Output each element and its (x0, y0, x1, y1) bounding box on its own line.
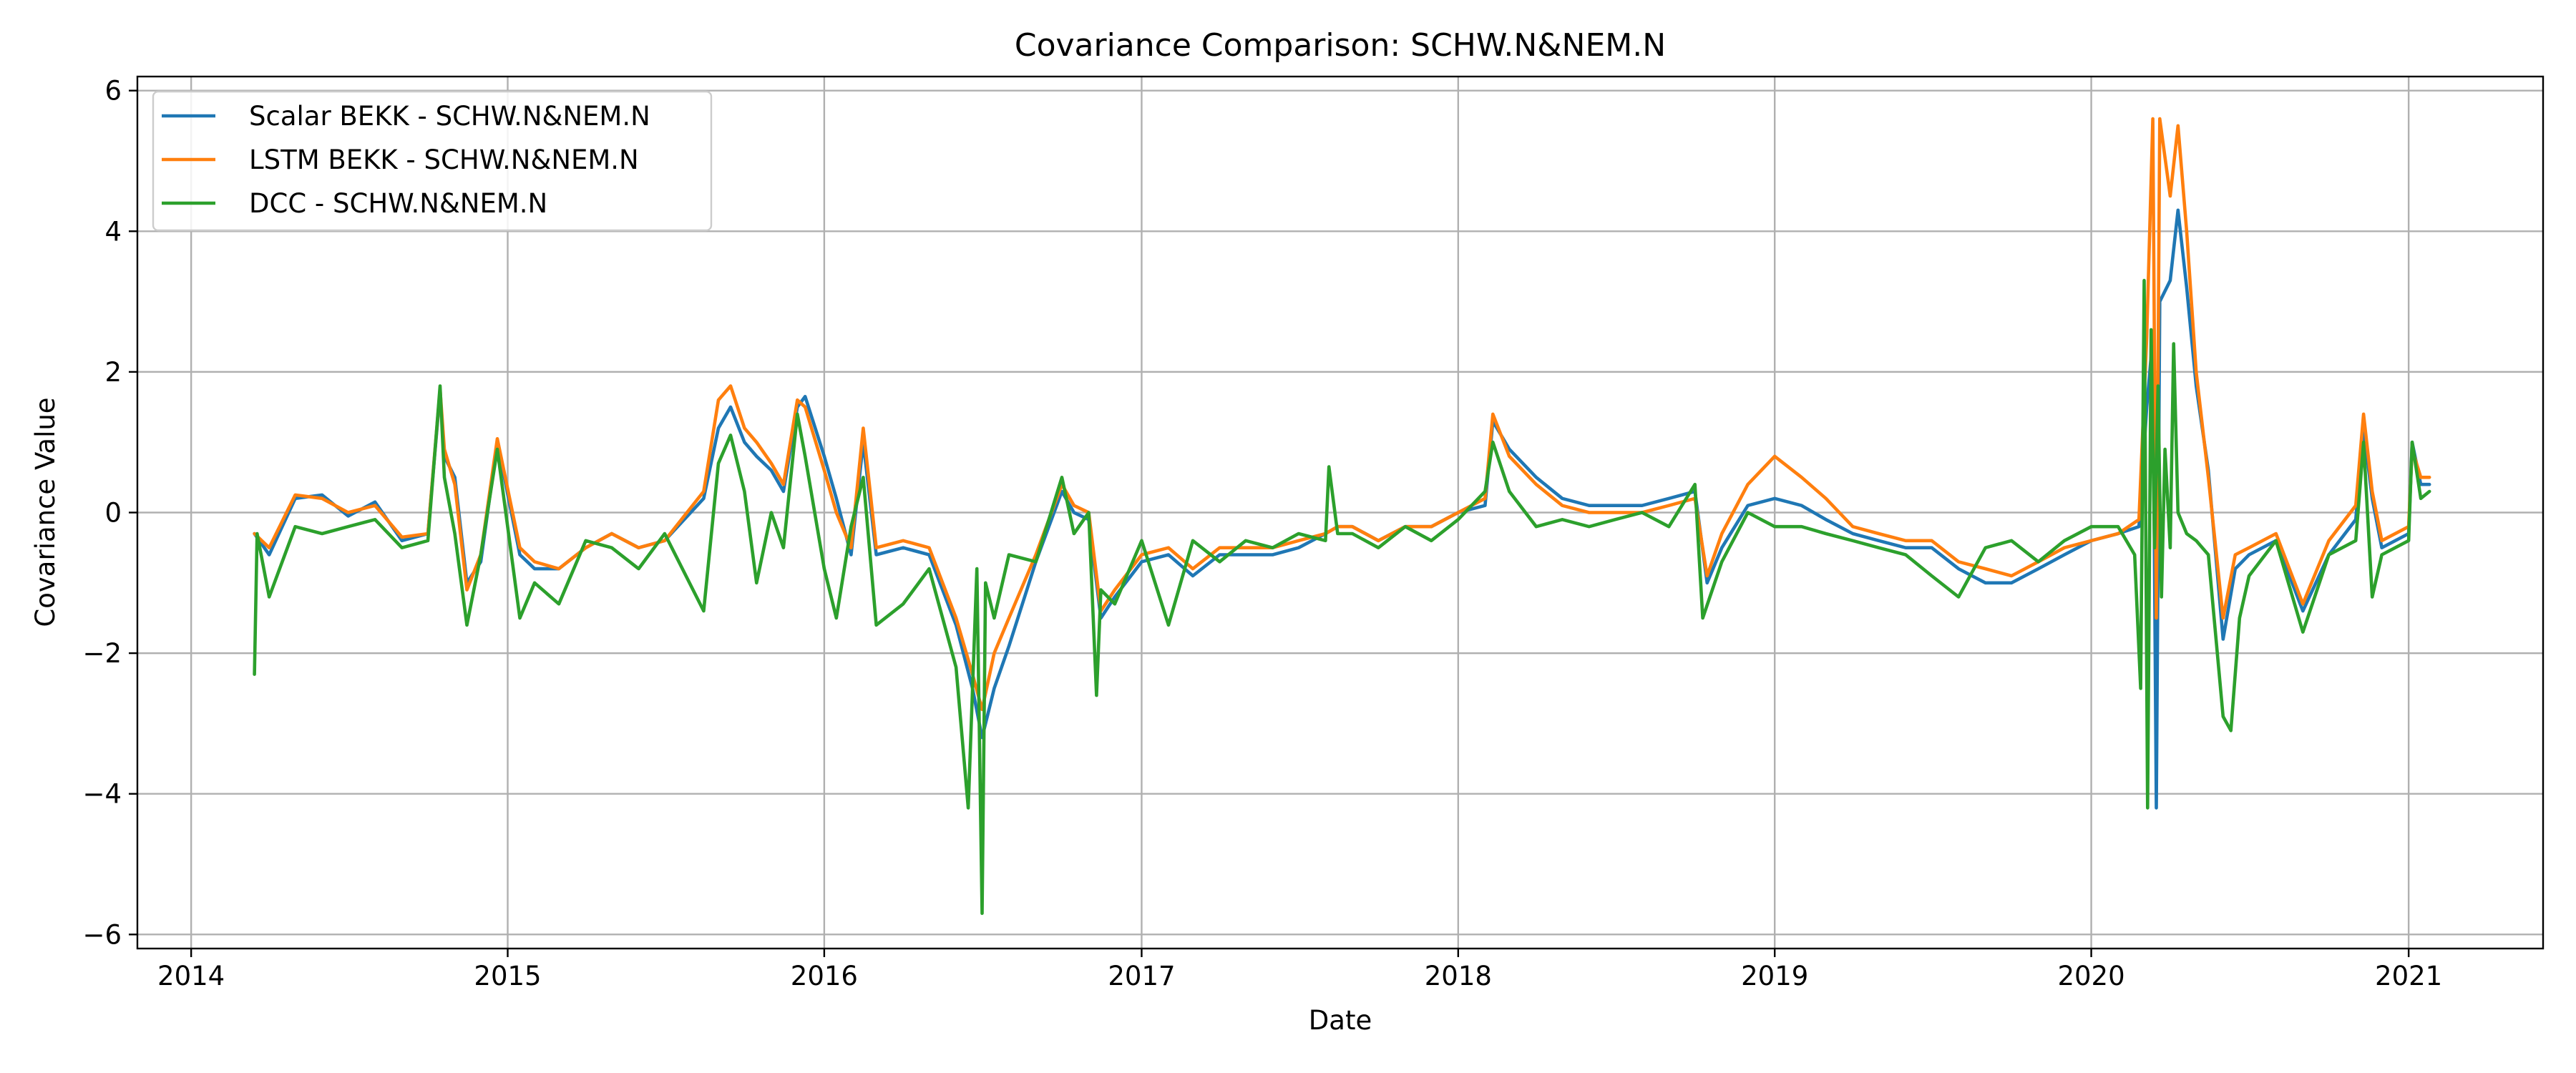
x-tick-label: 2016 (791, 961, 858, 991)
y-tick-label: −4 (82, 779, 122, 810)
x-tick-label: 2015 (474, 961, 541, 991)
dcc-series-line (253, 278, 2431, 916)
legend-box (152, 90, 713, 232)
chart-title: Covariance Comparison: SCHW.N&NEM.N (1015, 27, 1666, 64)
x-tick-label: 2017 (1108, 961, 1175, 991)
x-tick-label: 2014 (157, 961, 225, 991)
y-tick-label: 6 (104, 76, 122, 107)
x-tick-label: 2019 (1741, 961, 1808, 991)
legend-item-scalar-bekk-label: Scalar BEKK - SCHW.N&NEM.N (249, 101, 650, 132)
x-tick-label: 2020 (2057, 961, 2124, 991)
y-axis-title: Covariance Value (30, 397, 61, 627)
series-lines (253, 117, 2431, 916)
y-tick-label: −6 (82, 919, 122, 950)
legend-item-lstm-bekk-label: LSTM BEKK - SCHW.N&NEM.N (249, 144, 639, 175)
x-tick-label: 2018 (1425, 961, 1492, 991)
axes: 2014 2015 2016 2017 2018 2019 2020 2021 −6 −4 −2 0 2… (82, 76, 2442, 991)
legend: Scalar BEKK - SCHW.N&NEM.N LSTM BEKK - SC… (152, 90, 713, 232)
y-tick-label: 4 (104, 216, 122, 247)
y-tick-label: 2 (104, 357, 122, 388)
y-tick-label: −2 (82, 638, 122, 669)
x-tick-label: 2021 (2375, 961, 2442, 991)
legend-item-dcc-label: DCC - SCHW.N&NEM.N (249, 188, 547, 219)
x-axis-title: Date (1309, 1005, 1372, 1036)
y-tick-label: 0 (104, 498, 122, 529)
